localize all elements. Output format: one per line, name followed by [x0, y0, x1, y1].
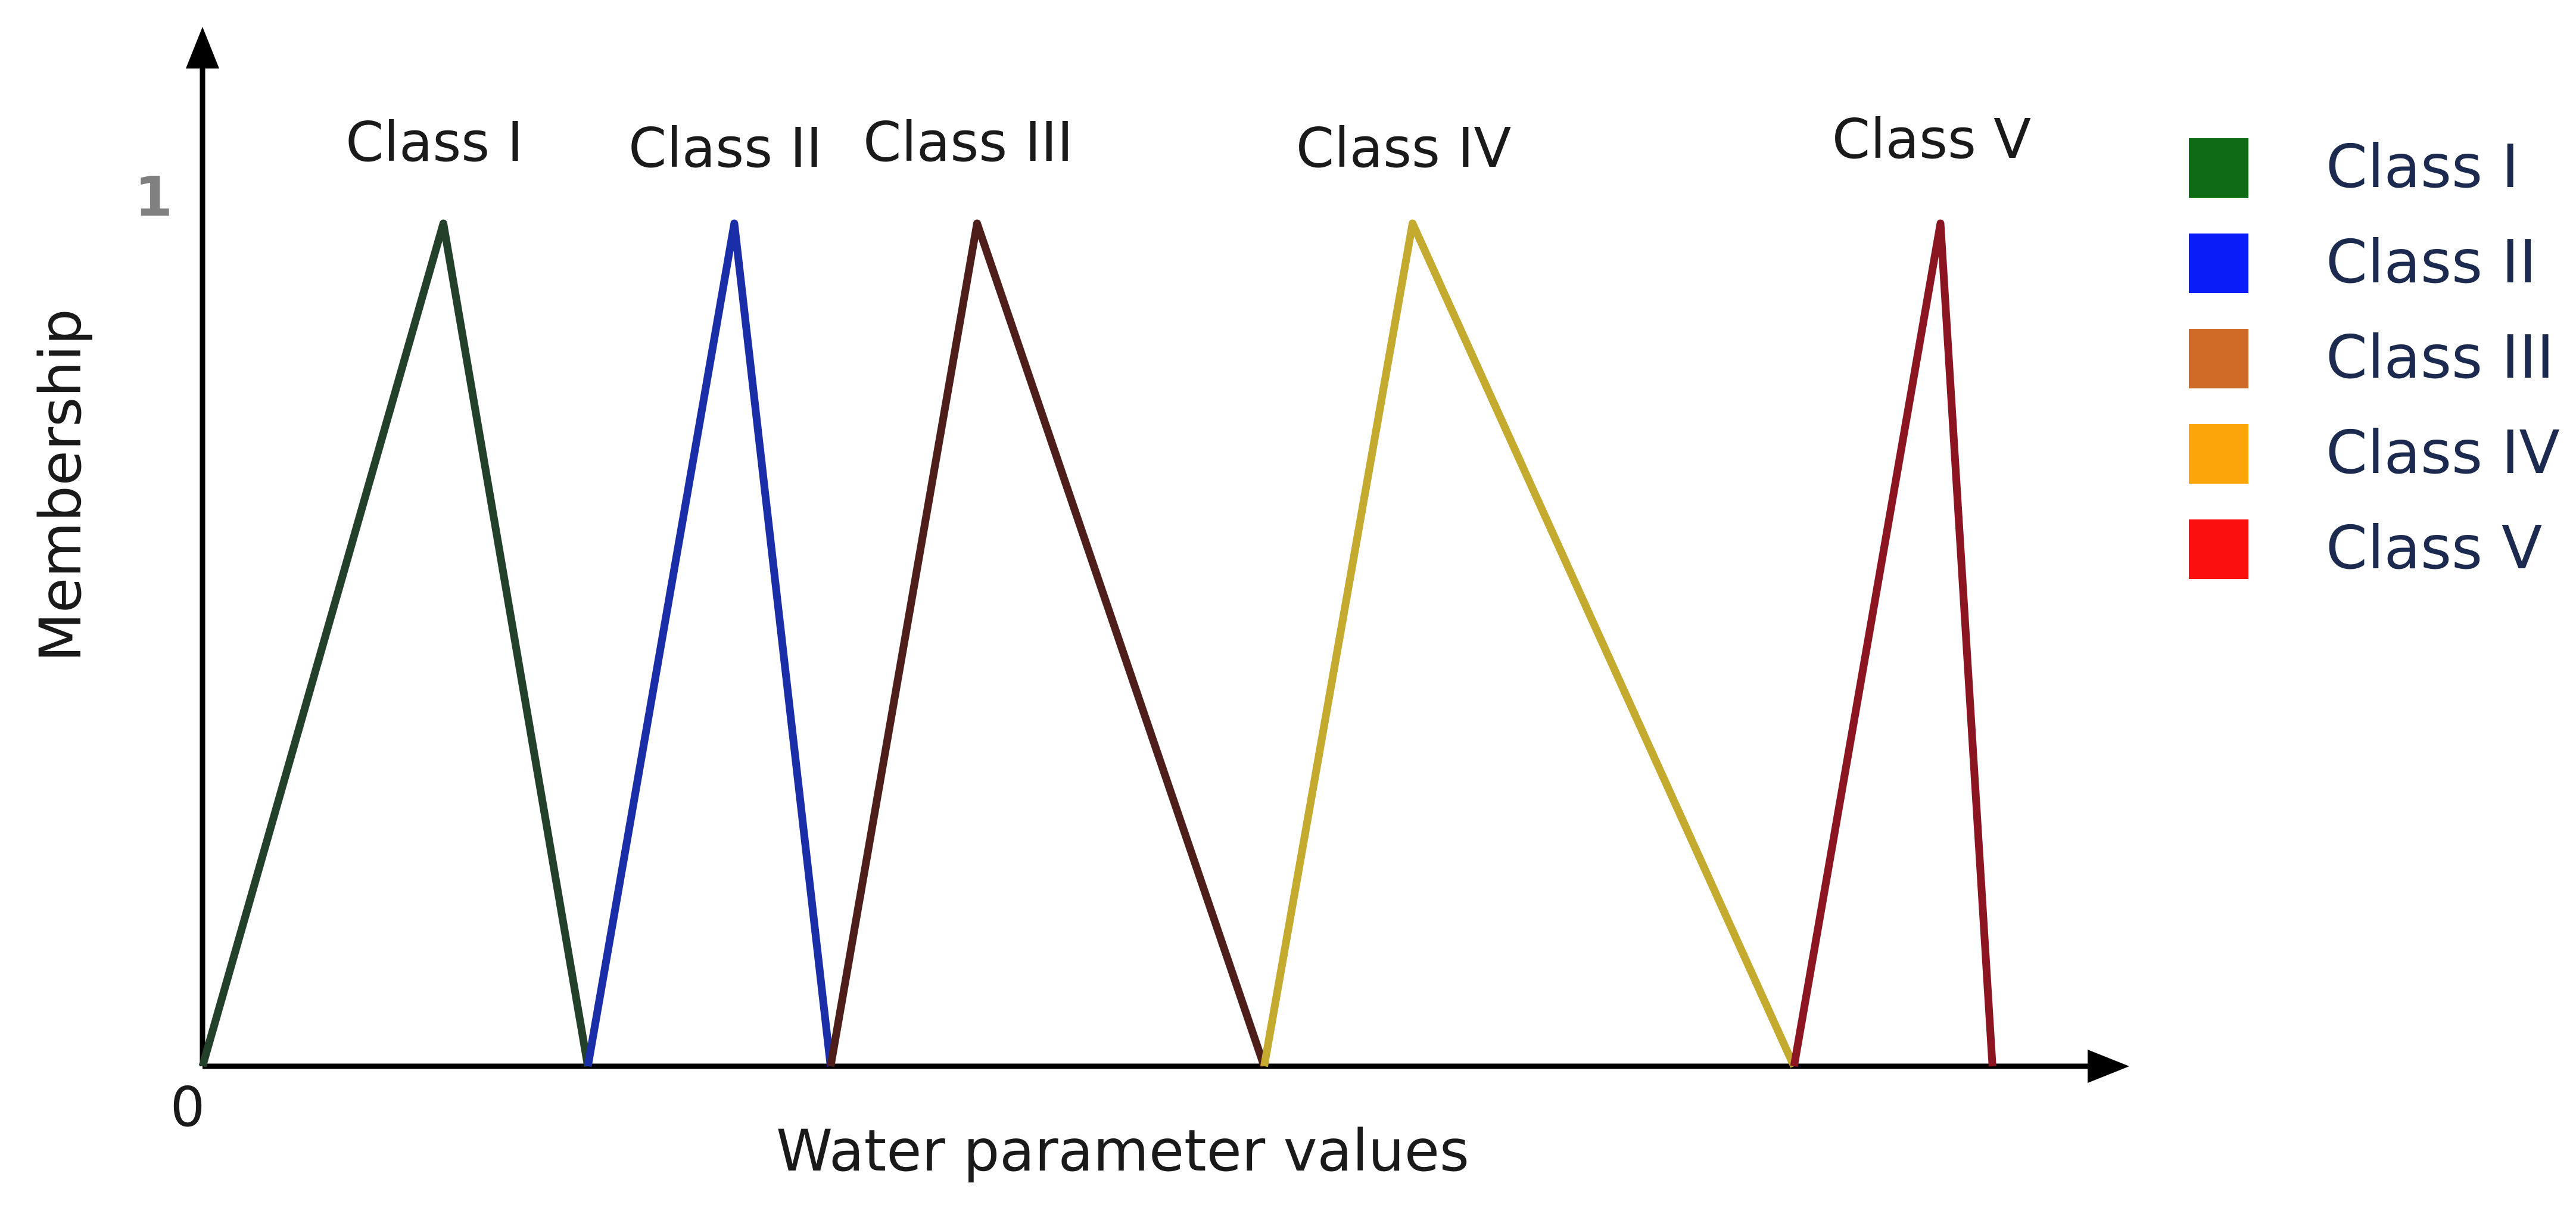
x-axis-label: Water parameter values	[776, 1117, 1469, 1184]
series-line-class-ii	[584, 219, 835, 1067]
peak-label-class-iv: Class IV	[1296, 116, 1511, 180]
series-line-class-v	[1790, 219, 1996, 1067]
peak-label-class-i: Class I	[345, 110, 523, 174]
y-tick-label-0: 0	[170, 1075, 205, 1139]
legend-label-class-v: Class V	[2326, 513, 2542, 583]
legend-swatch-class-i	[2189, 138, 2248, 198]
y-axis-arrow	[186, 27, 219, 69]
legend-swatch-class-v	[2189, 519, 2248, 579]
legend-label-class-iv: Class IV	[2326, 418, 2560, 487]
legend-label-class-i: Class I	[2326, 132, 2519, 201]
series-line-class-iv	[1260, 219, 1798, 1068]
legend-label-class-ii: Class II	[2326, 227, 2537, 297]
peak-label-class-iii: Class III	[863, 110, 1073, 174]
series-line-class-i	[198, 219, 592, 1067]
y-axis-label: Membership	[27, 309, 94, 662]
x-axis-arrow	[2088, 1050, 2129, 1083]
peak-label-class-ii: Class II	[628, 116, 823, 180]
legend-label-class-iii: Class III	[2326, 322, 2554, 392]
legend-swatch-class-ii	[2189, 234, 2248, 293]
legend-swatch-class-iii	[2189, 329, 2248, 388]
peak-label-class-v: Class V	[1832, 107, 2031, 171]
y-tick-label-1: 1	[135, 165, 173, 229]
series-line-class-iii	[827, 219, 1268, 1068]
legend-swatch-class-iv	[2189, 424, 2248, 484]
